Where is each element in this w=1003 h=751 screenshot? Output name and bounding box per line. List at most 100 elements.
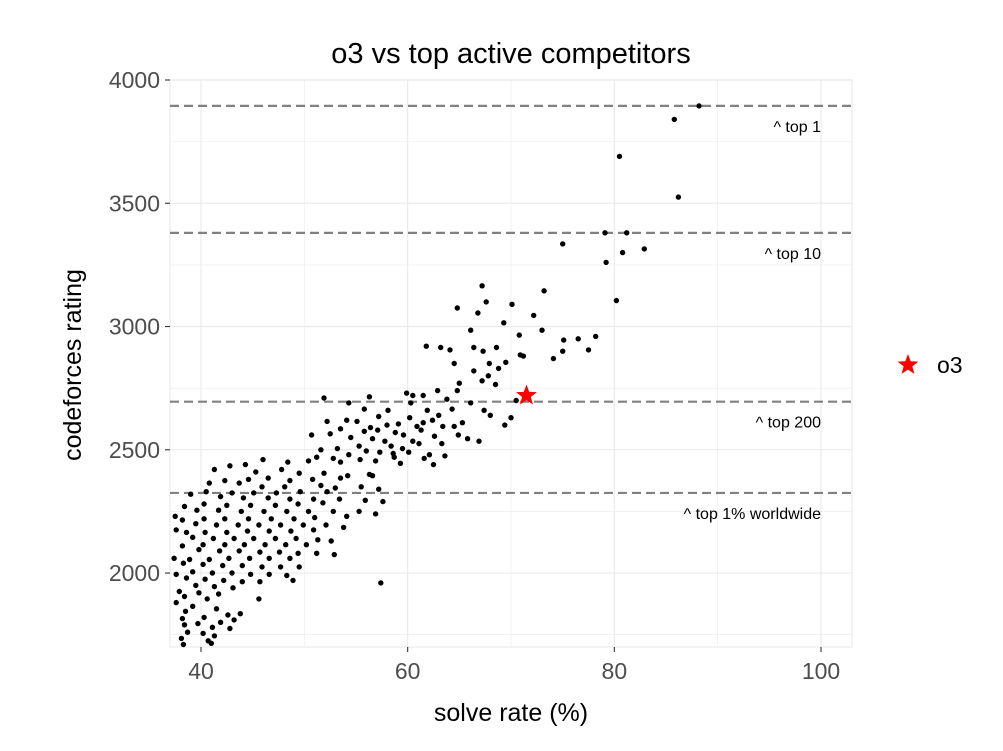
competitor-point bbox=[222, 516, 228, 522]
competitor-point bbox=[226, 555, 232, 561]
competitor-point bbox=[272, 502, 279, 508]
competitor-point bbox=[388, 443, 394, 449]
x-tick-label: 80 bbox=[602, 658, 628, 684]
competitor-point bbox=[327, 431, 333, 437]
competitor-point bbox=[288, 528, 294, 534]
competitor-point bbox=[320, 500, 326, 506]
competitor-point bbox=[375, 427, 381, 433]
competitor-point bbox=[513, 397, 519, 404]
competitor-point bbox=[277, 564, 284, 570]
competitor-point bbox=[262, 542, 268, 548]
competitor-point bbox=[217, 493, 224, 500]
competitor-point bbox=[296, 470, 302, 476]
competitor-point bbox=[385, 407, 391, 413]
competitor-point bbox=[479, 283, 485, 289]
competitor-point bbox=[190, 569, 196, 575]
competitor-point bbox=[361, 406, 367, 412]
competitor-point bbox=[454, 387, 460, 394]
competitor-point bbox=[323, 522, 329, 528]
competitor-point bbox=[190, 603, 196, 609]
competitor-point bbox=[332, 485, 338, 491]
competitor-point bbox=[442, 453, 448, 459]
competitor-point bbox=[384, 422, 390, 428]
competitor-point bbox=[363, 448, 369, 454]
competitor-point bbox=[641, 246, 647, 252]
competitor-point bbox=[291, 516, 297, 522]
competitor-point bbox=[196, 590, 202, 596]
competitor-point bbox=[266, 571, 272, 577]
competitor-point bbox=[203, 489, 209, 495]
competitor-point bbox=[211, 583, 218, 590]
y-tick-label: 3000 bbox=[109, 314, 160, 340]
data-points bbox=[171, 103, 702, 648]
competitor-point bbox=[330, 508, 336, 515]
competitor-point bbox=[367, 424, 374, 431]
competitor-point bbox=[183, 529, 190, 536]
competitor-point bbox=[439, 440, 445, 447]
competitor-point bbox=[259, 484, 265, 490]
competitor-point bbox=[225, 612, 231, 618]
competitor-point bbox=[179, 543, 186, 549]
competitor-point bbox=[585, 347, 592, 353]
competitor-point bbox=[201, 501, 207, 507]
competitor-point bbox=[423, 343, 429, 349]
competitor-point bbox=[560, 241, 566, 247]
x-axis-label: solve rate (%) bbox=[434, 699, 588, 727]
competitor-point bbox=[366, 394, 373, 400]
competitor-point bbox=[188, 491, 194, 497]
competitor-point bbox=[483, 299, 489, 305]
competitor-point bbox=[624, 230, 630, 236]
competitor-point bbox=[434, 387, 441, 394]
competitor-point bbox=[312, 514, 318, 521]
competitor-point bbox=[196, 546, 202, 553]
competitor-point bbox=[696, 103, 702, 109]
competitor-point bbox=[455, 432, 461, 438]
competitor-point bbox=[295, 550, 301, 556]
competitor-point bbox=[202, 576, 208, 582]
competitor-point bbox=[224, 529, 230, 536]
competitor-point bbox=[247, 571, 254, 577]
competitor-point bbox=[239, 562, 245, 569]
competitor-point bbox=[305, 458, 312, 464]
competitor-point bbox=[336, 496, 343, 502]
competitor-point bbox=[520, 353, 527, 359]
competitor-point bbox=[410, 438, 416, 444]
competitor-point bbox=[239, 579, 245, 585]
competitor-point bbox=[502, 422, 508, 428]
competitor-point bbox=[420, 420, 426, 426]
competitor-point bbox=[407, 415, 413, 421]
competitor-point bbox=[285, 459, 291, 465]
x-tick-label: 60 bbox=[395, 658, 421, 684]
competitor-point bbox=[261, 508, 267, 515]
competitor-point bbox=[348, 434, 354, 441]
competitor-point bbox=[321, 470, 327, 476]
competitor-point bbox=[200, 561, 206, 568]
competitor-point bbox=[492, 381, 499, 388]
competitor-point bbox=[358, 484, 364, 490]
competitor-point bbox=[245, 516, 252, 522]
competitor-point bbox=[376, 486, 382, 492]
competitor-point bbox=[305, 508, 312, 515]
competitor-point bbox=[231, 535, 237, 542]
competitor-point bbox=[278, 466, 285, 473]
competitor-point bbox=[408, 400, 414, 406]
x-tick-label: 100 bbox=[802, 658, 840, 684]
competitor-point bbox=[202, 529, 208, 536]
competitor-point bbox=[272, 535, 279, 542]
competitor-point bbox=[456, 380, 462, 386]
competitor-point bbox=[215, 507, 222, 513]
competitor-point bbox=[257, 579, 263, 585]
competitor-point bbox=[213, 606, 220, 612]
competitor-point bbox=[224, 502, 230, 508]
competitor-point bbox=[361, 428, 367, 434]
competitor-point bbox=[328, 538, 334, 544]
competitor-point bbox=[308, 432, 315, 438]
competitor-point bbox=[200, 542, 206, 548]
competitor-point bbox=[416, 440, 422, 447]
competitor-point bbox=[403, 390, 410, 396]
competitor-point bbox=[376, 413, 382, 420]
competitor-point bbox=[539, 327, 545, 333]
competitor-point bbox=[236, 480, 242, 486]
